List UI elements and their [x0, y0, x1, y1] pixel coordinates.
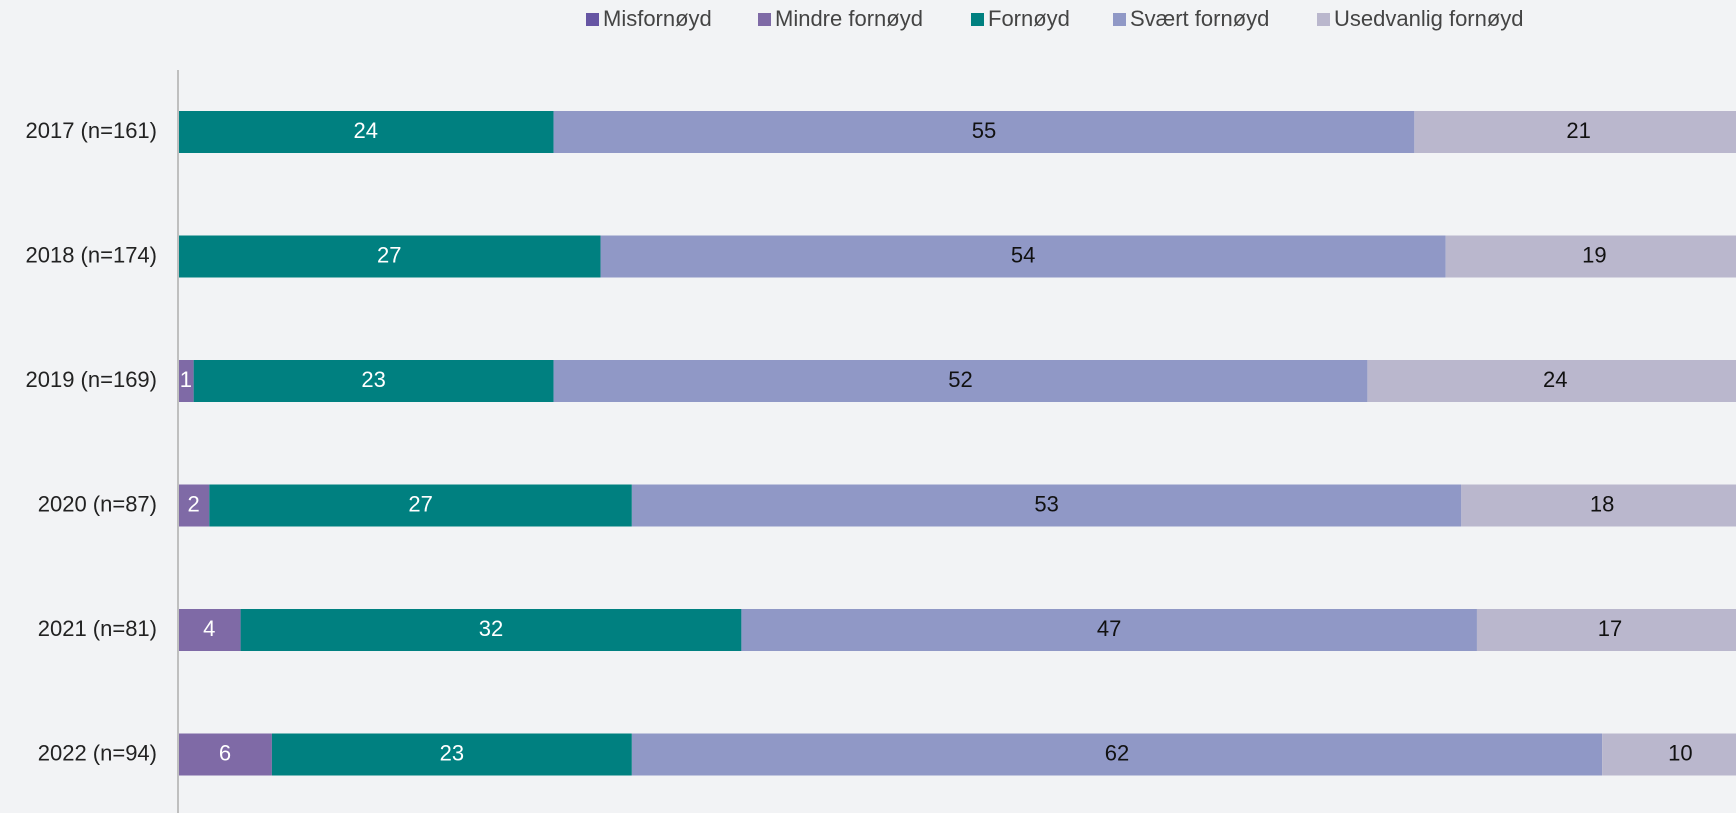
bar-segment	[600, 235, 1446, 278]
data-label: 47	[1097, 616, 1121, 641]
bar-segment	[1367, 360, 1736, 402]
bar-segment	[741, 609, 1477, 651]
data-label: 53	[1034, 491, 1058, 516]
bar-segment	[178, 235, 601, 278]
bar-segment	[1445, 235, 1736, 278]
data-label: 21	[1566, 118, 1590, 143]
bar-segment	[1602, 733, 1736, 776]
data-label: 27	[408, 491, 432, 516]
bar-segment	[193, 360, 554, 402]
data-label: 24	[354, 118, 378, 143]
data-label: 24	[1543, 367, 1567, 392]
bar-segment	[631, 733, 1603, 776]
legend-swatch	[1317, 13, 1330, 26]
data-label: 2	[188, 491, 200, 516]
y-tick-label: 2017 (n=161)	[26, 118, 158, 143]
bar-segment	[178, 484, 210, 527]
y-tick-label: 2022 (n=94)	[38, 740, 157, 765]
data-label: 17	[1598, 616, 1622, 641]
bar-segment	[178, 609, 241, 651]
bar-segment	[1414, 111, 1736, 153]
legend-label: Svært fornøyd	[1130, 6, 1269, 31]
bar-segment	[178, 360, 194, 402]
data-label: 62	[1105, 740, 1129, 765]
bar-segment	[553, 111, 1415, 153]
legend-label: Usedvanlig fornøyd	[1334, 6, 1524, 31]
data-label: 1	[180, 367, 192, 392]
legend-swatch	[586, 13, 599, 26]
data-label: 6	[219, 740, 231, 765]
y-tick-label: 2018 (n=174)	[26, 242, 158, 267]
bar-segment	[271, 733, 632, 776]
legend-label: Fornøyd	[988, 6, 1070, 31]
data-label: 54	[1011, 242, 1035, 267]
bar-segment	[209, 484, 632, 527]
legend-swatch	[758, 13, 771, 26]
bar-segment	[1461, 484, 1736, 527]
legend-swatch	[971, 13, 984, 26]
bar-segment	[1476, 609, 1736, 651]
data-label: 52	[948, 367, 972, 392]
bar-segment	[631, 484, 1462, 527]
legend-label: Mindre fornøyd	[775, 6, 923, 31]
data-label: 55	[972, 118, 996, 143]
bar-segment	[553, 360, 1368, 402]
data-label: 32	[479, 616, 503, 641]
data-label: 4	[203, 616, 215, 641]
legend-label: Misfornøyd	[603, 6, 712, 31]
data-label: 10	[1668, 740, 1692, 765]
y-tick-label: 2021 (n=81)	[38, 616, 157, 641]
data-label: 23	[440, 740, 464, 765]
bar-segment	[240, 609, 742, 651]
legend-swatch	[1113, 13, 1126, 26]
data-label: 27	[377, 242, 401, 267]
bar-segment	[178, 111, 554, 153]
y-tick-label: 2020 (n=87)	[38, 491, 157, 516]
data-label: 19	[1582, 242, 1606, 267]
data-label: 23	[361, 367, 385, 392]
y-tick-label: 2019 (n=169)	[26, 367, 158, 392]
bar-segment	[178, 733, 272, 776]
data-label: 18	[1590, 491, 1614, 516]
